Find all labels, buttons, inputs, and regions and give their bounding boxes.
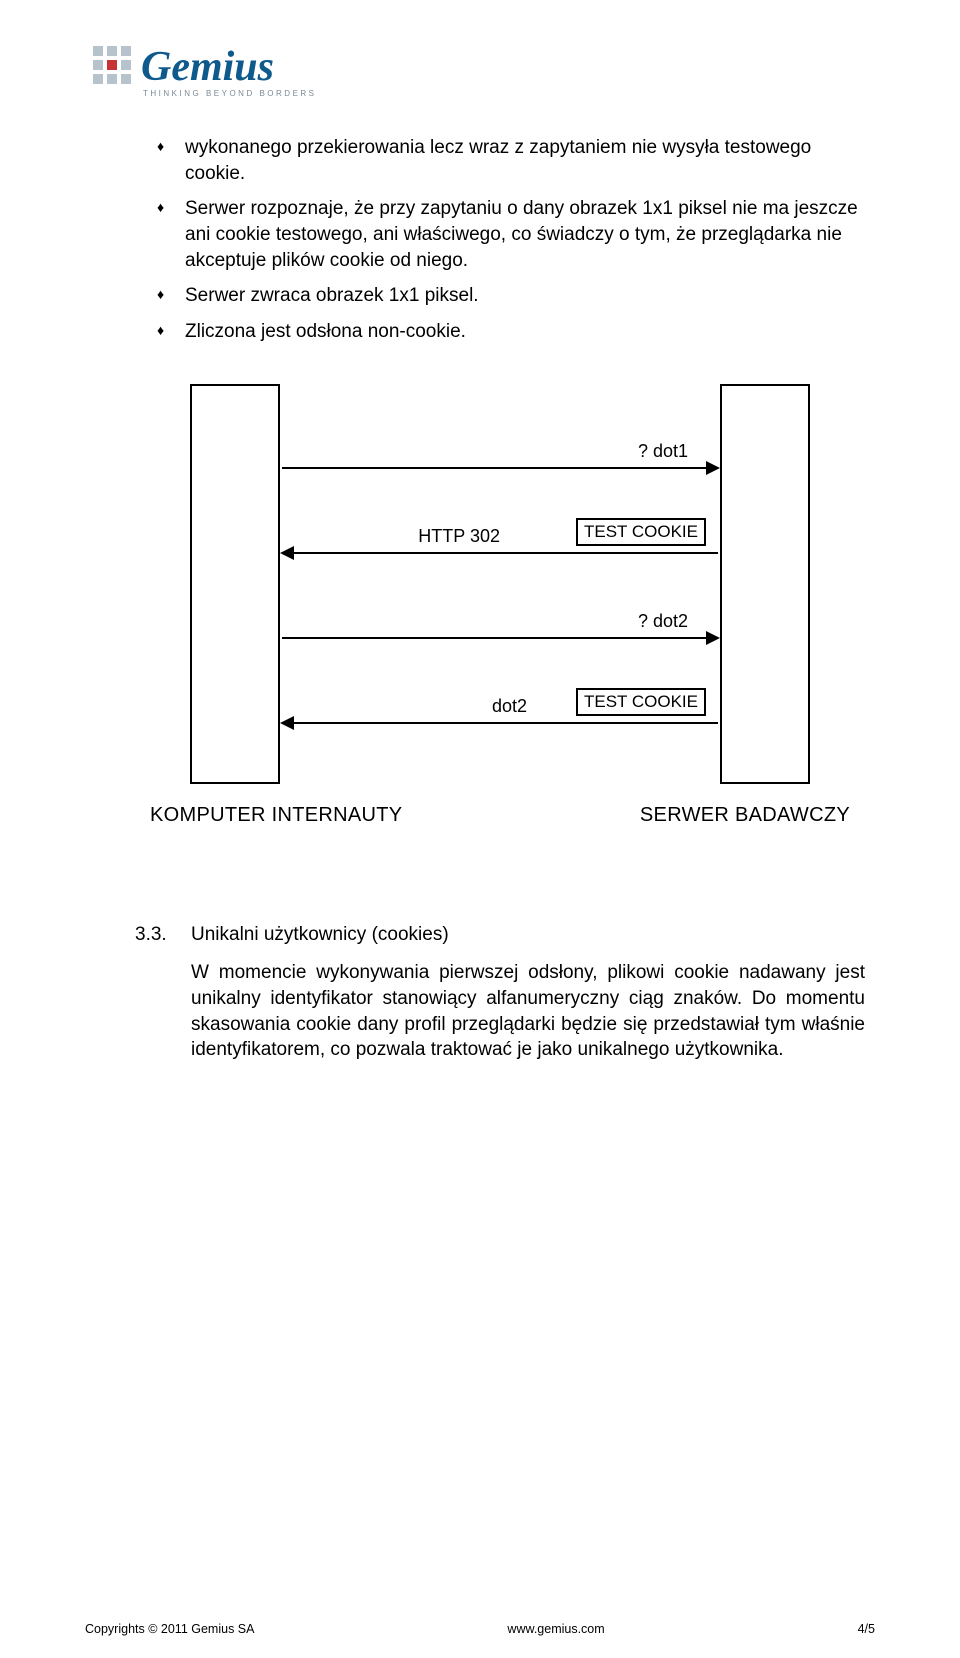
page-footer: Copyrights © 2011 Gemius SA www.gemius.c… [85, 1622, 875, 1636]
diagram-left-label: KOMPUTER INTERNAUTY [150, 804, 402, 827]
footer-page-number: 4/5 [858, 1622, 875, 1636]
diagram-actor-left [190, 384, 280, 784]
logo: Gemius THINKING BEYOND BORDERS [85, 40, 875, 105]
footer-copyright: Copyrights © 2011 Gemius SA [85, 1622, 254, 1636]
bullet-item: Serwer zwraca obrazek 1x1 piksel. [185, 283, 865, 309]
content-area: wykonanego przekierowania lecz wraz z za… [85, 135, 875, 1063]
diagram-arrow: ? dot1 [282, 439, 718, 479]
bullet-list: wykonanego przekierowania lecz wraz z za… [135, 135, 865, 344]
diagram-arrow: HTTP 302 TEST COOKIE [282, 524, 718, 564]
sequence-diagram: ? dot1 HTTP 302 TEST COOKIE ? dot2 [135, 384, 865, 864]
bullet-item: Zliczona jest odsłona non-cookie. [185, 319, 865, 345]
bullet-item: Serwer rozpoznaje, że przy zapytaniu o d… [185, 196, 865, 273]
diagram-right-label: SERWER BADAWCZY [640, 804, 850, 827]
logo-text: Gemius [141, 44, 274, 90]
section-number: 3.3. [135, 924, 191, 946]
section-body: W momencie wykonywania pierwszej odsłony… [135, 960, 865, 1063]
arrow-label: ? dot1 [638, 441, 688, 462]
diagram-arrow: ? dot2 [282, 609, 718, 649]
arrow-label: HTTP 302 [418, 526, 500, 547]
page: Gemius THINKING BEYOND BORDERS wykonaneg… [0, 0, 960, 1063]
section-heading: 3.3. Unikalni użytkownicy (cookies) [135, 924, 865, 946]
arrow-badge: TEST COOKIE [576, 688, 706, 716]
arrow-badge: TEST COOKIE [576, 518, 706, 546]
bullet-item: wykonanego przekierowania lecz wraz z za… [185, 135, 865, 186]
section-title: Unikalni użytkownicy (cookies) [191, 924, 449, 946]
diagram-actor-right [720, 384, 810, 784]
logo-tagline: THINKING BEYOND BORDERS [143, 89, 317, 98]
arrow-label: dot2 [492, 696, 527, 717]
footer-url: www.gemius.com [507, 1622, 604, 1636]
arrow-label: ? dot2 [638, 611, 688, 632]
diagram-arrow: dot2 TEST COOKIE [282, 694, 718, 734]
